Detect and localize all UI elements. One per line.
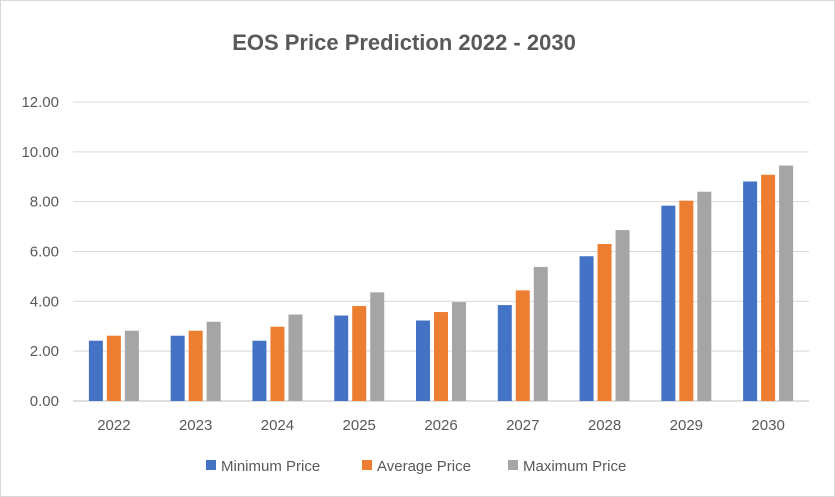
x-tick-label: 2027 <box>506 417 539 434</box>
x-tick-label: 2028 <box>588 417 621 434</box>
y-tick-label: 2.00 <box>30 343 59 360</box>
legend-swatch <box>206 460 216 470</box>
bar-maximum-price-2022 <box>124 330 139 401</box>
bar-average-price-2023 <box>188 330 203 401</box>
x-tick-label: 2024 <box>261 417 294 434</box>
legend-swatch <box>362 460 372 470</box>
y-tick-label: 0.00 <box>30 393 59 410</box>
x-tick-label: 2023 <box>179 417 212 434</box>
x-tick-label: 2030 <box>751 417 784 434</box>
bar-minimum-price-2026 <box>416 320 430 401</box>
bar-average-price-2025 <box>352 306 367 401</box>
bar-maximum-price-2024 <box>288 314 303 401</box>
y-axis-ticks: 0.00 2.00 4.00 6.00 8.00 10.00 12.00 <box>21 94 59 410</box>
y-tick-label: 6.00 <box>30 244 59 261</box>
bar-minimum-price-2027 <box>497 305 512 401</box>
bar-average-price-2028 <box>597 244 612 401</box>
bar-minimum-price-2028 <box>579 256 594 401</box>
bar-minimum-price-2023 <box>170 335 185 401</box>
x-tick-label: 2026 <box>424 417 457 434</box>
bar-maximum-price-2028 <box>615 230 630 401</box>
bar-average-price-2026 <box>434 312 448 401</box>
legend: Minimum Price Average Price Maximum Price <box>206 458 626 475</box>
chart-title: EOS Price Prediction 2022 - 2030 <box>232 30 576 55</box>
x-tick-label: 2025 <box>343 417 376 434</box>
bar-average-price-2029 <box>679 200 694 401</box>
bar-average-price-2024 <box>270 326 285 401</box>
bar-minimum-price-2025 <box>334 315 349 401</box>
legend-label: Minimum Price <box>221 458 320 475</box>
y-tick-label: 10.00 <box>21 144 59 161</box>
bar-maximum-price-2025 <box>370 292 385 401</box>
bar-maximum-price-2030 <box>779 165 794 401</box>
x-tick-label: 2029 <box>670 417 703 434</box>
legend-label: Maximum Price <box>523 458 626 475</box>
bar-minimum-price-2030 <box>743 181 758 401</box>
bar-maximum-price-2029 <box>697 191 712 401</box>
bar-average-price-2030 <box>761 174 776 401</box>
y-tick-label: 8.00 <box>30 194 59 211</box>
y-tick-label: 12.00 <box>21 94 59 111</box>
bars <box>88 165 794 401</box>
bar-minimum-price-2024 <box>252 340 267 401</box>
bar-maximum-price-2027 <box>533 266 548 401</box>
bar-minimum-price-2022 <box>88 340 103 401</box>
bar-maximum-price-2023 <box>206 321 221 401</box>
y-tick-label: 4.00 <box>30 293 59 310</box>
legend-label: Average Price <box>377 458 471 475</box>
x-axis-ticks: 2022 2023 2024 2025 2026 2027 2028 2029 2030 <box>97 417 785 434</box>
legend-swatch <box>508 460 518 470</box>
bar-average-price-2022 <box>106 335 121 401</box>
bar-average-price-2027 <box>515 290 530 401</box>
x-tick-label: 2022 <box>97 417 130 434</box>
bar-maximum-price-2026 <box>452 302 466 401</box>
bar-minimum-price-2029 <box>661 205 676 401</box>
